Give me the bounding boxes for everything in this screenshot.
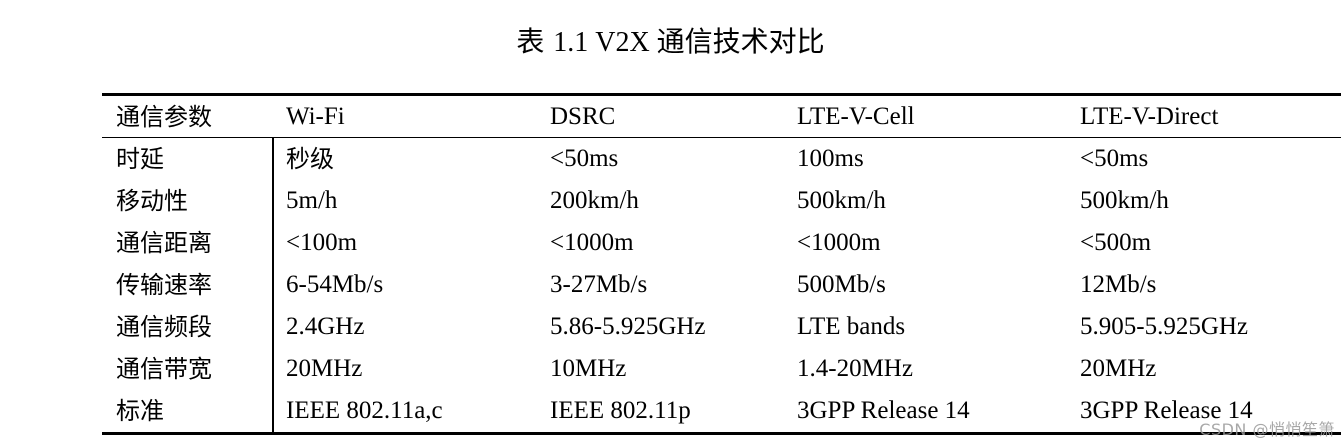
header-cell: Wi-Fi — [286, 103, 345, 130]
table-top-rule — [102, 93, 1341, 96]
table-cell: 秒级 — [286, 145, 334, 173]
table-cell: 10MHz — [550, 355, 627, 382]
table-caption: 表 1.1 V2X 通信技术对比 — [0, 20, 1341, 65]
table-cell: 200km/h — [550, 187, 639, 214]
table-row: 时延 秒级 <50ms 100ms <50ms — [102, 138, 1341, 180]
watermark: CSDN @悄悄笙箫 — [1199, 420, 1335, 439]
table-cell: <50ms — [1080, 145, 1149, 172]
table-cell: 12Mb/s — [1080, 271, 1157, 298]
table-header-rule — [102, 137, 1341, 138]
caption-number: 1.1 V2X — [553, 27, 657, 58]
table-row: 通信频段 2.4GHz 5.86-5.925GHz LTE bands 5.90… — [102, 306, 1341, 348]
table-cell: <1000m — [550, 229, 634, 256]
table-cell: 2.4GHz — [286, 313, 365, 340]
table-row: 通信距离 <100m <1000m <1000m <500m — [102, 222, 1341, 264]
caption-prefix: 表 — [516, 25, 554, 58]
table-row: 传输速率 6-54Mb/s 3-27Mb/s 500Mb/s 12Mb/s — [102, 264, 1341, 306]
caption-title: 通信技术对比 — [656, 25, 825, 58]
table-cell: 5m/h — [286, 187, 338, 214]
param-cell: 标准 — [116, 397, 164, 425]
table-cell: 500Mb/s — [797, 271, 886, 298]
table-cell: <1000m — [797, 229, 881, 256]
table-cell: 3-27Mb/s — [550, 271, 648, 298]
table-cell: 500km/h — [1080, 187, 1169, 214]
param-cell: 通信频段 — [116, 313, 212, 341]
table-header-row: 通信参数 Wi-Fi DSRC LTE-V-Cell LTE-V-Direct — [102, 96, 1341, 138]
param-cell: 移动性 — [116, 187, 188, 215]
table-row: 移动性 5m/h 200km/h 500km/h 500km/h — [102, 180, 1341, 222]
table-cell: 20MHz — [1080, 355, 1157, 382]
header-cell: 通信参数 — [116, 103, 212, 131]
table-cell: 5.86-5.925GHz — [550, 313, 706, 340]
table-cell: <100m — [286, 229, 358, 256]
header-cell: DSRC — [550, 103, 616, 130]
table-cell: 20MHz — [286, 355, 363, 382]
table-cell: 6-54Mb/s — [286, 271, 384, 298]
param-cell: 通信带宽 — [116, 355, 212, 383]
table-row: 通信带宽 20MHz 10MHz 1.4-20MHz 20MHz — [102, 348, 1341, 390]
header-cell: LTE-V-Cell — [797, 103, 915, 130]
param-cell: 时延 — [116, 145, 164, 173]
header-cell: LTE-V-Direct — [1080, 103, 1219, 130]
table-cell: 5.905-5.925GHz — [1080, 313, 1249, 340]
param-cell: 传输速率 — [116, 271, 212, 299]
table-cell: 500km/h — [797, 187, 886, 214]
table-row: 标准 IEEE 802.11a,c IEEE 802.11p 3GPP Rele… — [102, 390, 1341, 432]
table-cell: IEEE 802.11p — [550, 397, 691, 424]
table-column-divider — [272, 138, 274, 432]
table-cell: 1.4-20MHz — [797, 355, 913, 382]
param-cell: 通信距离 — [116, 229, 212, 257]
table-bottom-rule — [102, 432, 1341, 435]
table-cell: 100ms — [797, 145, 864, 172]
table-cell: LTE bands — [797, 313, 906, 340]
table-cell: <500m — [1080, 229, 1152, 256]
table-cell: 3GPP Release 14 — [797, 397, 970, 424]
table-cell: <50ms — [550, 145, 619, 172]
table-cell: IEEE 802.11a,c — [286, 397, 443, 424]
table-cell: 3GPP Release 14 — [1080, 397, 1253, 424]
